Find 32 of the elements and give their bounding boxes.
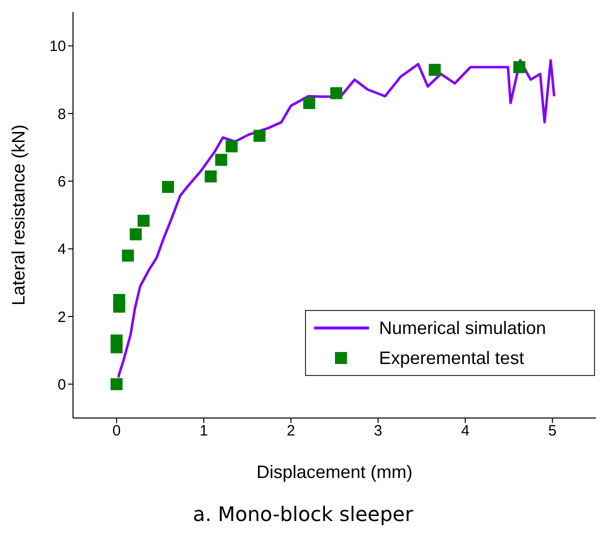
x-tick-label: 4 [461,422,470,440]
legend-label: Numerical simulation [379,318,546,338]
x-axis-title: Displacement (mm) [256,462,413,482]
point [122,250,134,262]
x-tick-label: 2 [286,422,296,440]
x-tick-label: 3 [374,422,382,440]
point [303,97,316,110]
point [138,214,150,227]
point [513,61,526,74]
y-axis-title: Lateral resistance (kN) [8,124,28,306]
point [330,87,342,100]
point [215,154,228,166]
y-tick-label: 10 [49,38,66,56]
y-tick-label: 0 [58,376,66,394]
point [130,228,142,240]
point [428,64,441,76]
point [110,334,123,347]
y-tick-label: 4 [58,241,66,258]
y-tick-label: 8 [58,106,66,123]
point [226,140,238,152]
point [204,170,217,182]
legend-label: Experemental test [379,348,524,368]
point [162,180,174,193]
x-tick-label: 5 [548,422,557,440]
point [110,378,123,390]
point [254,130,266,142]
text: a. Mono-block sleeper [192,502,414,526]
y-tick-label: 6 [58,173,66,190]
y-tick-label: 2 [58,308,66,326]
x-tick-label: 0 [112,422,121,440]
x-tick-label: 1 [200,422,208,440]
point [113,294,126,306]
